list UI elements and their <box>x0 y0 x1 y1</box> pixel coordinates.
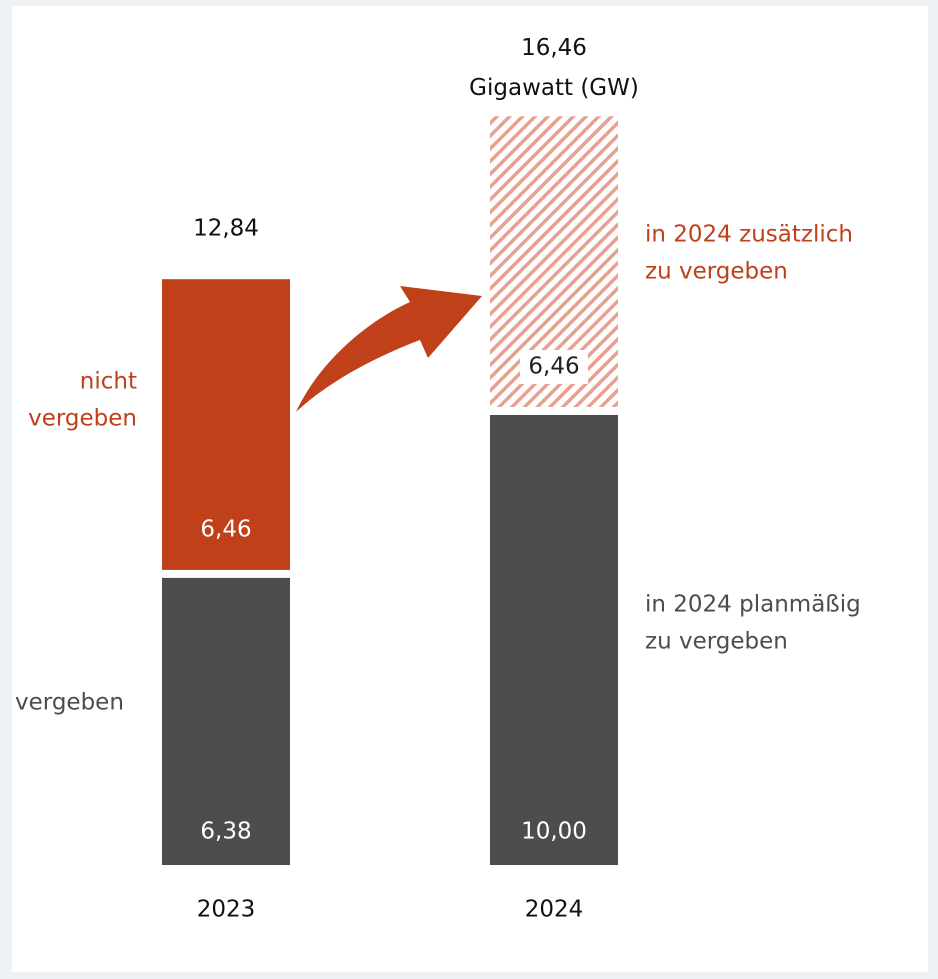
annotation: vergeben <box>15 690 124 716</box>
value-label: 6,46 <box>200 516 251 542</box>
unit-label: Gigawatt (GW) <box>469 75 639 101</box>
x-tick-label: 2023 <box>197 897 256 923</box>
annotation: zu vergeben <box>645 629 788 655</box>
arrow <box>296 286 482 412</box>
label-bg <box>520 350 588 384</box>
annotation: in 2024 planmäßig <box>645 592 861 618</box>
annotation: vergeben <box>28 406 137 432</box>
bar-segment <box>162 577 290 865</box>
annotation: zu vergeben <box>645 259 788 285</box>
annotation: nicht <box>80 369 137 395</box>
x-tick-label: 2024 <box>525 897 584 923</box>
annotation: in 2024 zusätzlich <box>645 222 853 248</box>
value-label: 6,46 <box>528 354 579 380</box>
total-label: 16,46 <box>521 35 587 61</box>
value-label: 6,38 <box>200 819 251 845</box>
bar-segment <box>162 279 290 570</box>
panel <box>12 6 928 972</box>
value-label: 10,00 <box>521 819 587 845</box>
total-label: 12,84 <box>193 216 259 242</box>
bar-segment <box>490 415 618 865</box>
